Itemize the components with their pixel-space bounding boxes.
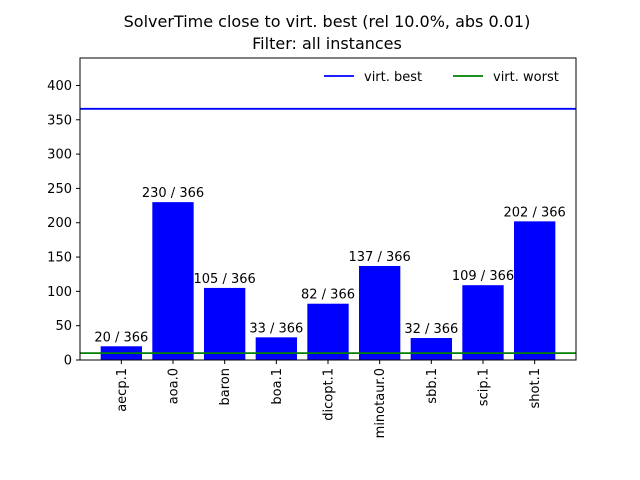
bar-minotaur-0: [359, 265, 401, 360]
plot-area: 20 / 366 230 / 366 105 / 366 33 / 366 82 / 3…: [47, 57, 577, 438]
y-tick-label: 350: [47, 113, 72, 128]
data-label: 230 / 366: [142, 186, 204, 201]
data-label: 32 / 366: [404, 322, 458, 337]
y-tick-label: 200: [47, 216, 72, 231]
x-tick-label: minotaur.0: [373, 368, 388, 438]
legend-label-virt-worst: virt. worst: [493, 70, 559, 85]
x-tick-label: boa.1: [270, 368, 285, 405]
x-tick-label: sbb.1: [425, 368, 440, 404]
data-label: 33 / 366: [249, 321, 303, 336]
data-label: 137 / 366: [349, 250, 411, 265]
chart-title: SolverTime close to virt. best (rel 10.0…: [124, 12, 531, 31]
data-label: 202 / 366: [504, 205, 566, 220]
y-tick-label: 300: [47, 148, 72, 163]
bar-baron: [204, 287, 246, 360]
data-label: 82 / 366: [301, 288, 355, 303]
x-tick-label: shot.1: [528, 368, 543, 408]
y-tick-label: 400: [47, 79, 72, 94]
legend: virt. best virt. worst: [324, 70, 559, 85]
bar-boa-1: [255, 337, 297, 360]
bar-aoa-0: [152, 202, 194, 360]
legend-label-virt-best: virt. best: [364, 70, 422, 85]
bar-shot-1: [514, 221, 556, 360]
bar-sbb-1: [410, 338, 452, 360]
chart-subtitle: Filter: all instances: [252, 34, 402, 53]
y-tick-label: 50: [55, 319, 72, 334]
bar-dicopt-1: [307, 303, 349, 360]
y-tick-label: 150: [47, 251, 72, 266]
data-label: 20 / 366: [94, 330, 148, 345]
x-tick-label: aoa.0: [167, 368, 182, 404]
data-label: 105 / 366: [194, 272, 256, 287]
y-tick-label: 0: [64, 354, 72, 369]
bar-scip-1: [462, 285, 504, 360]
x-tick-label: aecp.1: [115, 368, 130, 412]
data-label: 109 / 366: [452, 269, 514, 284]
y-tick-label: 250: [47, 182, 72, 197]
x-tick-label: baron: [218, 368, 233, 405]
y-tick-label: 100: [47, 285, 72, 300]
x-tick-label: dicopt.1: [322, 368, 337, 421]
x-tick-label: scip.1: [477, 368, 492, 406]
